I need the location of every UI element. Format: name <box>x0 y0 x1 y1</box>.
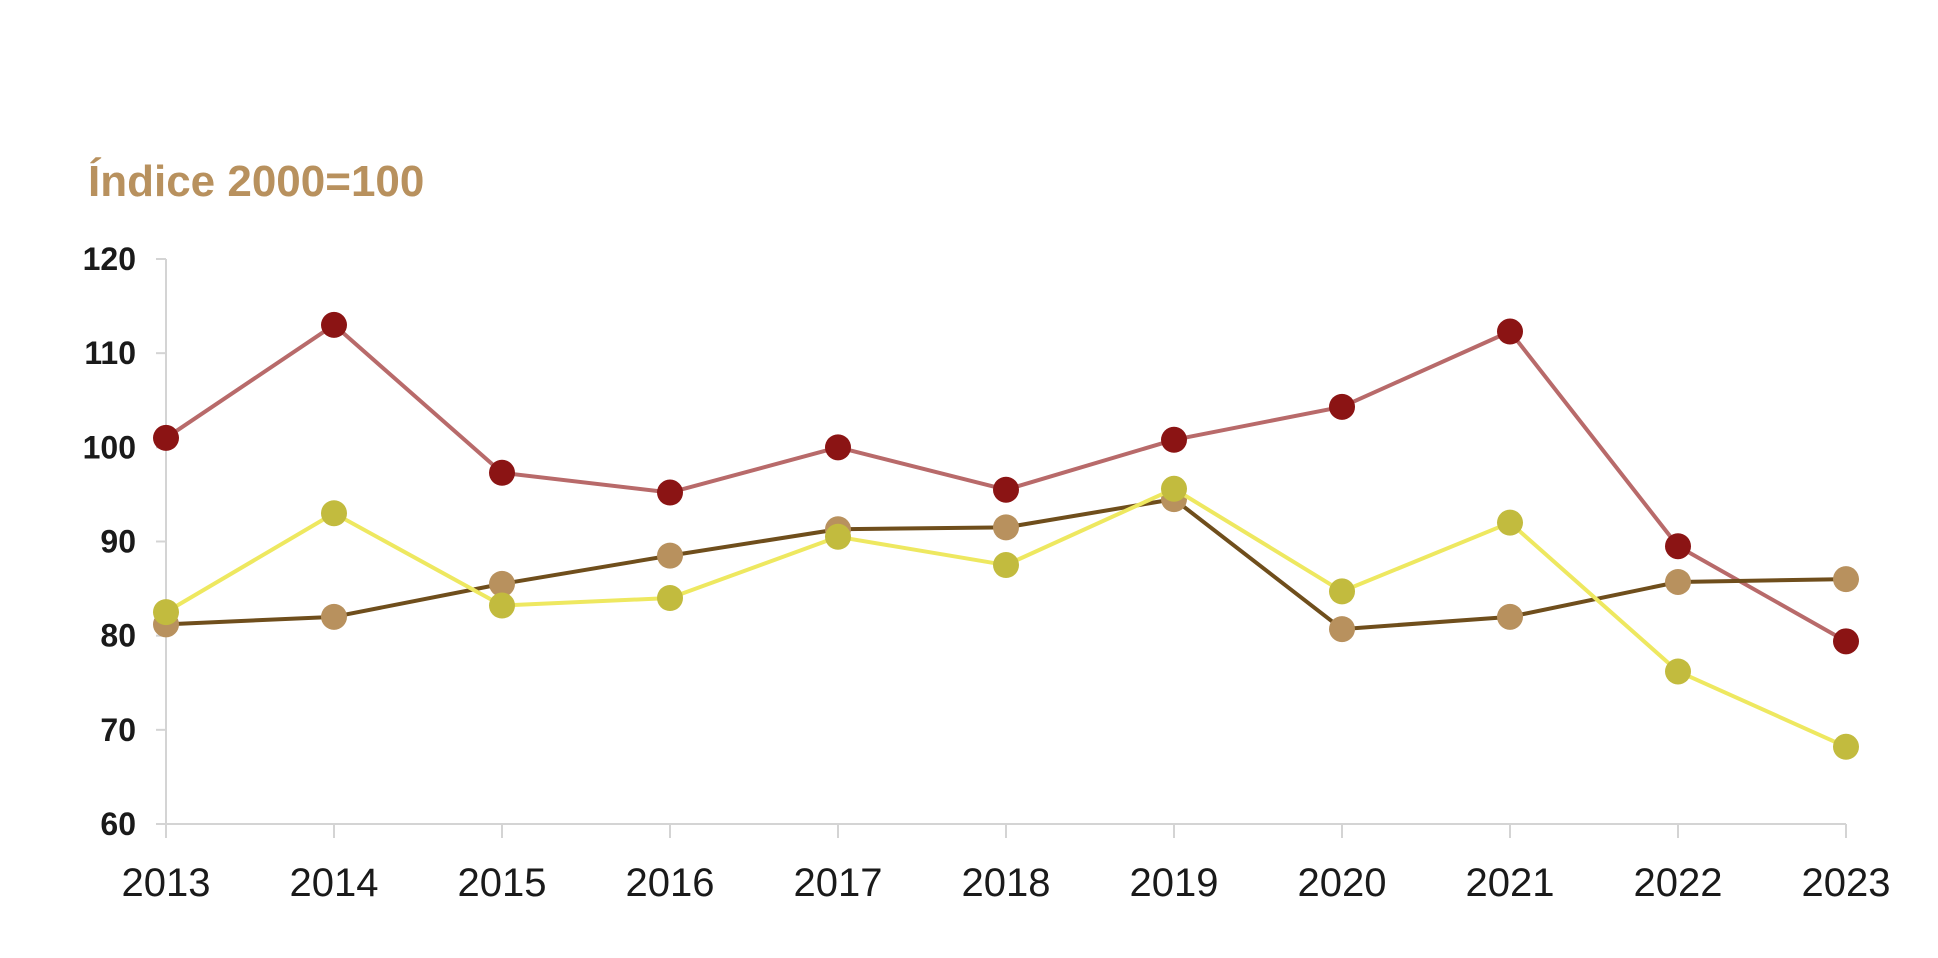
data-point[interactable] <box>993 514 1019 541</box>
x-tick-label: 2017 <box>794 861 883 905</box>
data-point[interactable] <box>1161 426 1187 453</box>
x-tick-label: 2019 <box>1130 861 1219 905</box>
y-tick-label: 120 <box>83 241 136 277</box>
data-point[interactable] <box>489 459 515 486</box>
x-axis: 2013 2014 2015 2016 2017 2018 2019 2020 2021 2022… <box>122 823 1891 905</box>
y-axis: 60 70 80 90 100 110 120 <box>83 241 167 842</box>
chart-title: Índice 2000=100 <box>88 156 424 206</box>
y-tick-label: 90 <box>100 524 136 560</box>
data-point[interactable] <box>657 479 683 506</box>
data-point[interactable] <box>1665 658 1691 685</box>
y-tick-label: 60 <box>100 806 136 842</box>
series-3 <box>153 475 1859 760</box>
data-point[interactable] <box>1833 628 1859 655</box>
x-tick-label: 2014 <box>290 861 379 905</box>
data-point[interactable] <box>993 476 1019 503</box>
x-tick-label: 2015 <box>458 861 547 905</box>
data-point[interactable] <box>321 500 347 527</box>
x-tick-label: 2021 <box>1466 861 1555 905</box>
x-tick-label: 2023 <box>1802 861 1891 905</box>
x-tick-label: 2016 <box>626 861 715 905</box>
data-point[interactable] <box>489 570 515 597</box>
data-point[interactable] <box>657 542 683 569</box>
series-layer <box>153 311 1859 760</box>
data-point[interactable] <box>1497 318 1523 345</box>
y-tick-label: 70 <box>100 712 136 748</box>
data-point[interactable] <box>825 434 851 461</box>
x-tick-label: 2022 <box>1634 861 1723 905</box>
data-point[interactable] <box>825 523 851 550</box>
data-point[interactable] <box>1161 475 1187 502</box>
data-point[interactable] <box>1665 568 1691 595</box>
series-1 <box>153 311 1859 655</box>
x-tick-label: 2020 <box>1298 861 1387 905</box>
data-point[interactable] <box>1833 733 1859 760</box>
data-point[interactable] <box>1329 616 1355 643</box>
data-point[interactable] <box>1665 533 1691 560</box>
data-point[interactable] <box>657 585 683 611</box>
x-tick-label: 2013 <box>122 861 211 905</box>
y-tick-label: 110 <box>84 335 136 371</box>
y-tick-label: 80 <box>100 618 136 654</box>
data-point[interactable] <box>489 592 515 619</box>
data-point[interactable] <box>1497 603 1523 630</box>
data-point[interactable] <box>1833 566 1859 593</box>
y-tick-label: 100 <box>83 429 136 465</box>
data-point[interactable] <box>153 599 179 626</box>
data-point[interactable] <box>321 311 347 338</box>
data-point[interactable] <box>993 552 1019 579</box>
data-point[interactable] <box>1497 509 1523 536</box>
data-point[interactable] <box>1329 393 1355 420</box>
data-point[interactable] <box>321 603 347 630</box>
data-point[interactable] <box>1329 578 1355 605</box>
x-tick-label: 2018 <box>962 861 1051 905</box>
data-point[interactable] <box>153 424 179 451</box>
